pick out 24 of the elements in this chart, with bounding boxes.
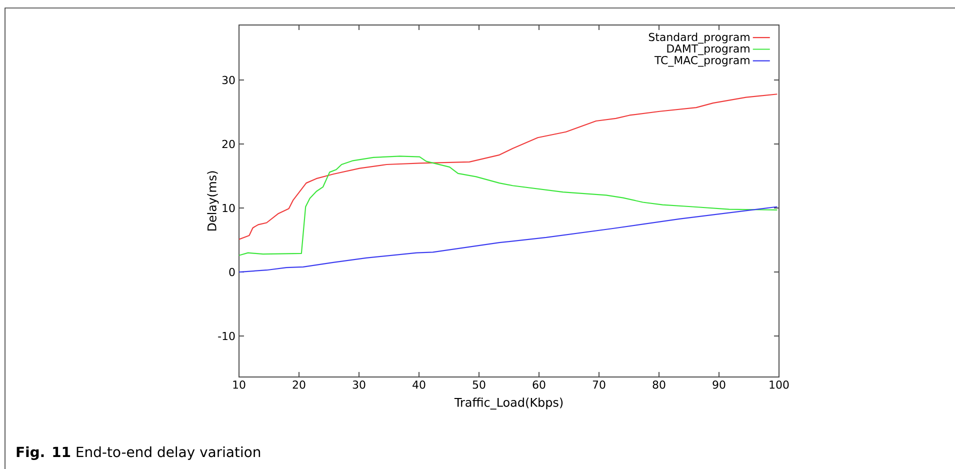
x-tick-label: 20	[292, 380, 306, 389]
x-tick-label: 70	[592, 380, 606, 389]
y-tick-label: 20	[222, 140, 235, 148]
y-tick-label: 0	[229, 268, 235, 276]
line-series	[239, 156, 778, 256]
line-series	[239, 94, 778, 240]
legend-label: DAMT_program	[667, 44, 750, 56]
x-tick-label: 60	[532, 380, 546, 389]
y-axis-title: Delay(ms)	[207, 171, 219, 231]
x-tick-label: 80	[652, 380, 666, 389]
y-tick-label: 10	[222, 204, 235, 212]
x-tick-label: 100	[770, 380, 789, 389]
x-axis-title: Traffic_Load(Kbps)	[454, 398, 563, 410]
text: Fig. 11 End-to-end delay variation	[16, 446, 260, 460]
x-tick-label: 10	[233, 380, 246, 389]
x-tick-label: 30	[352, 380, 366, 389]
x-tick-label: 90	[712, 380, 726, 389]
legend-label: Standard_program	[648, 32, 750, 44]
x-tick-label: 50	[472, 380, 486, 389]
line-series	[239, 206, 778, 273]
x-tick-label: 40	[412, 380, 426, 389]
y-tick-label: -10	[218, 332, 235, 340]
legend-label: TC_MAC_program	[654, 56, 750, 67]
y-tick-label: 30	[222, 76, 235, 84]
